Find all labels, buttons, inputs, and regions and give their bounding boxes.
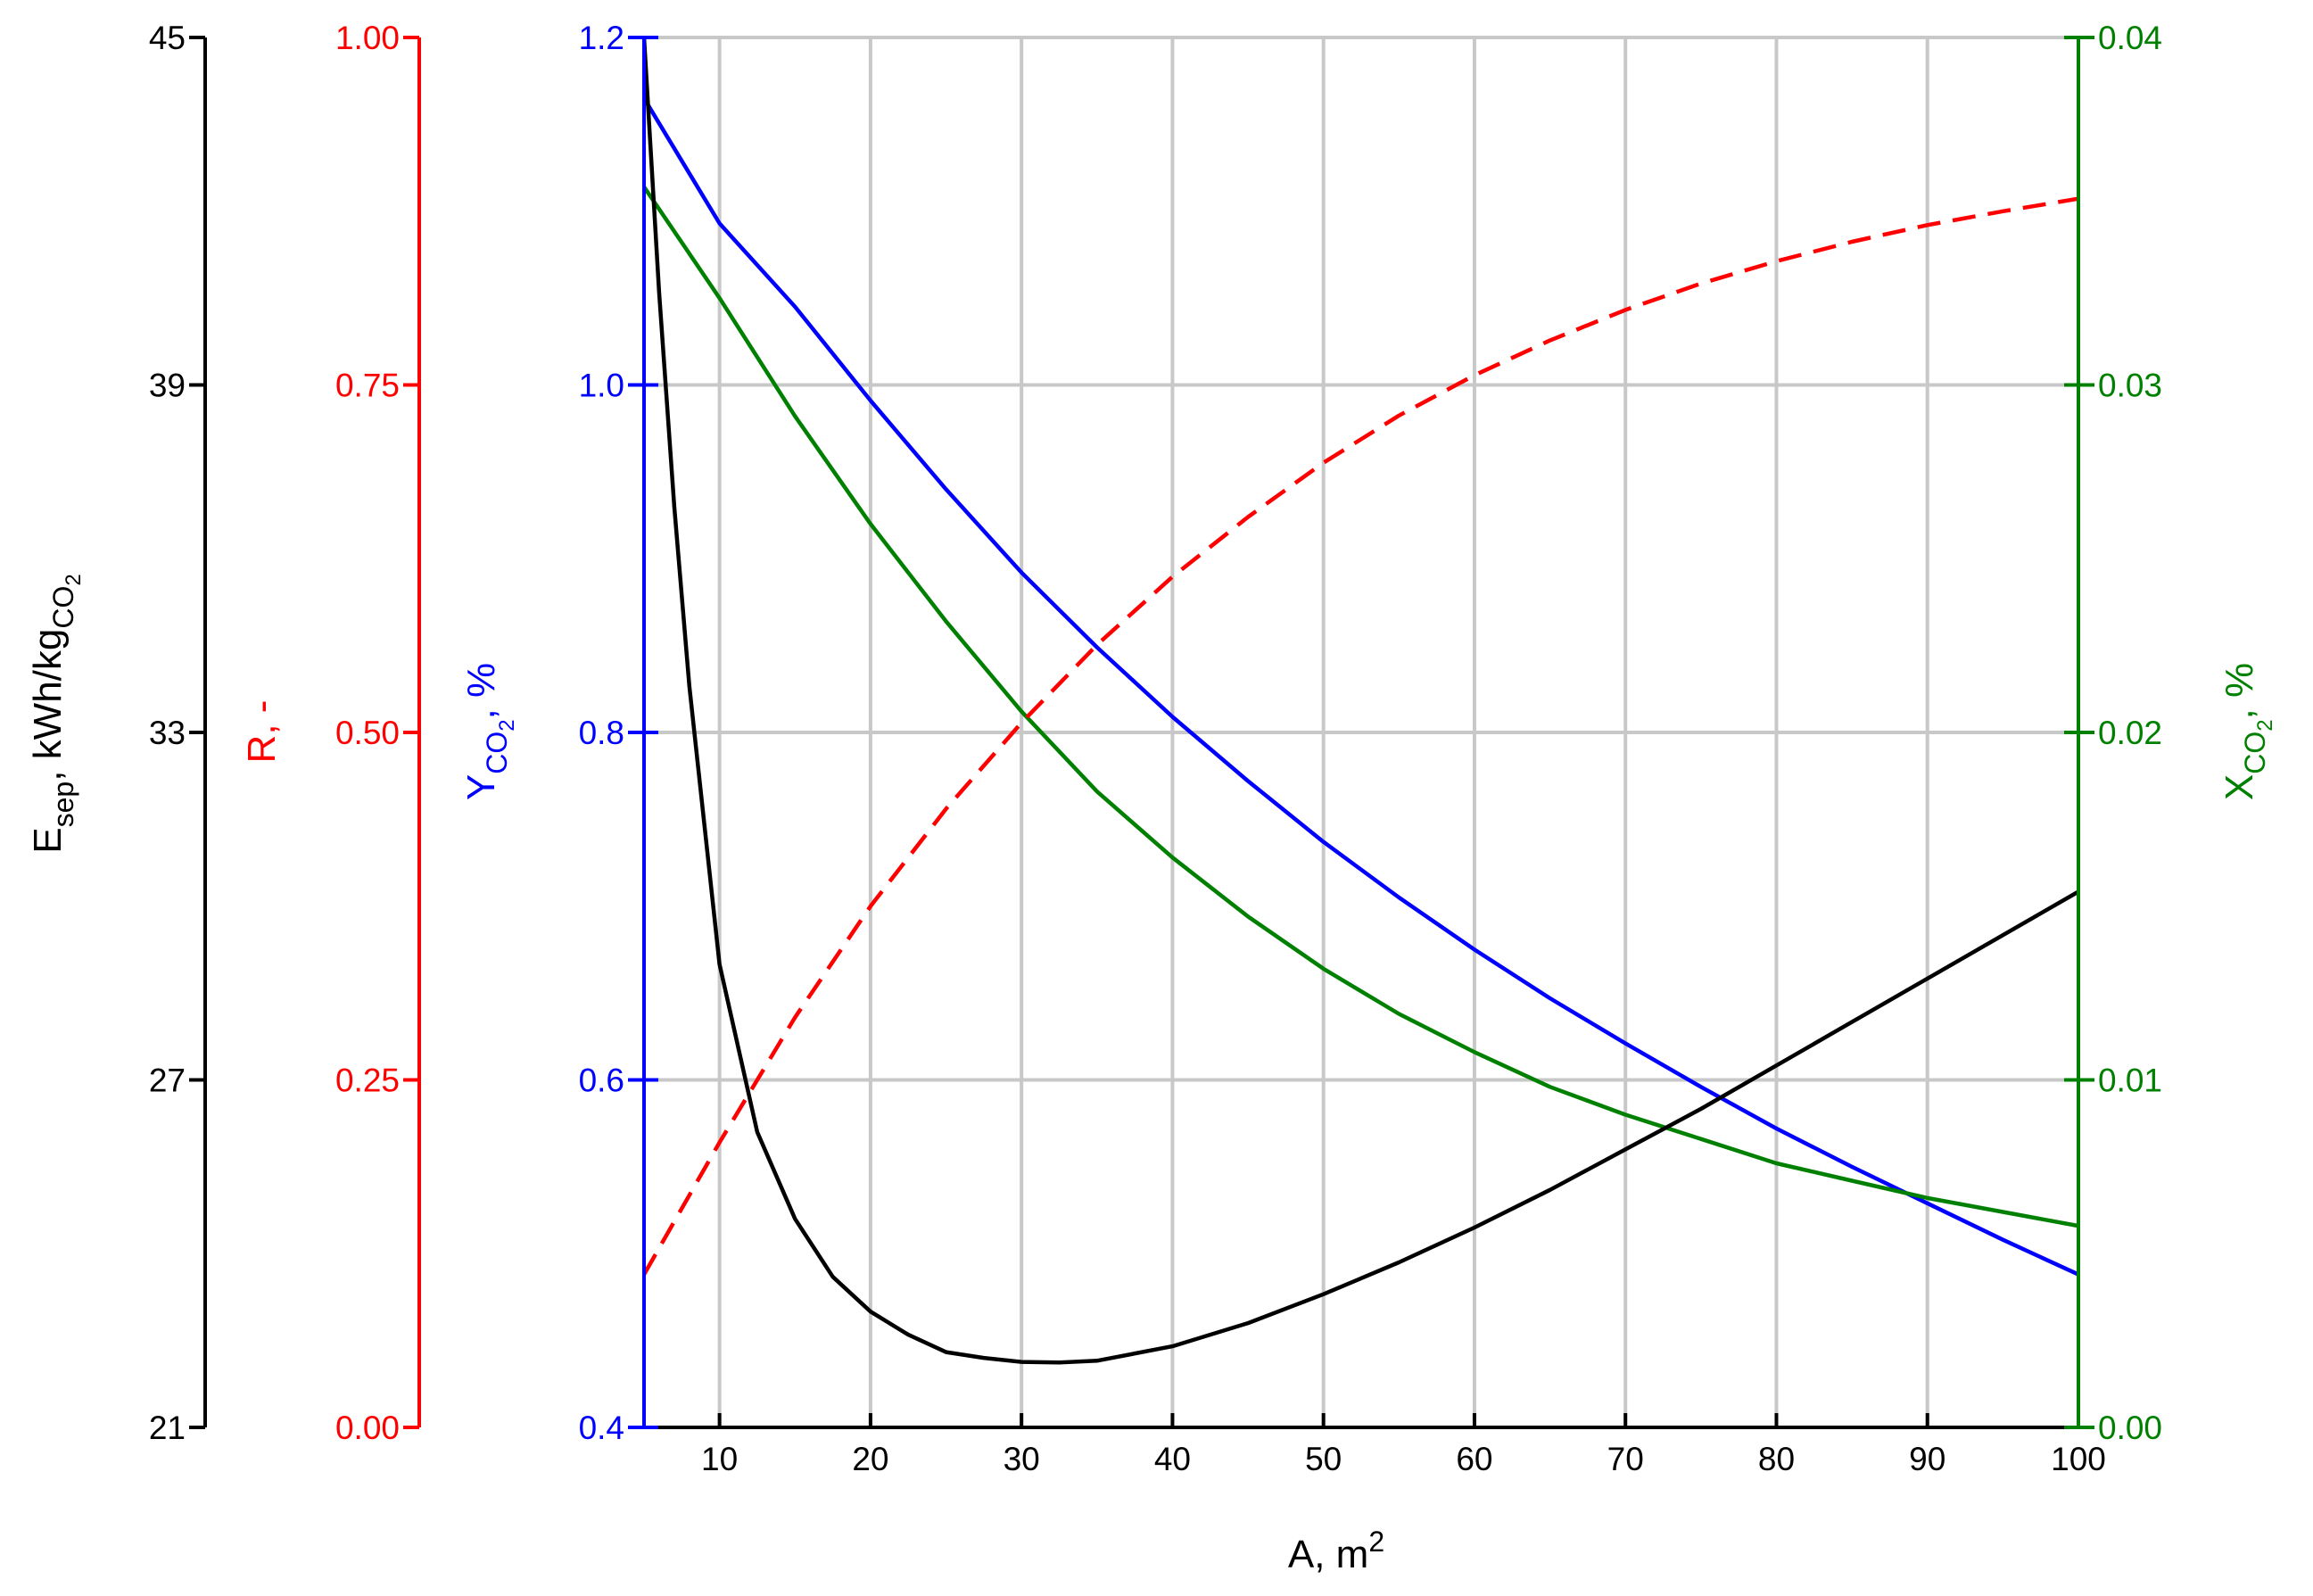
- grid-layer: [644, 36, 2080, 1429]
- e-axis-tick-label: 45: [149, 20, 186, 56]
- x-axis-tick-label: 0.01: [2098, 1063, 2162, 1099]
- x-co2-axis-title-sub: CO: [2239, 732, 2271, 774]
- x-axis-tick-label: 0.02: [2098, 715, 2162, 751]
- x-tick-label: 30: [1004, 1441, 1040, 1477]
- x-axis-title-sup: 2: [1368, 1526, 1384, 1558]
- x-tick-label: 80: [1758, 1441, 1795, 1477]
- e-axis-tick-label: 39: [149, 368, 186, 404]
- x-axis-tick-label: 0.00: [2098, 1410, 2162, 1446]
- series-line-e: [641, 37, 2080, 1365]
- r-axis-title: R, -: [240, 700, 284, 764]
- y-axis-tick-label: 1.0: [579, 368, 624, 404]
- x-tick-label: 90: [1909, 1441, 1945, 1477]
- y-axis-title-main: Y: [459, 774, 503, 800]
- y-axis-tick-label: 1.2: [579, 20, 624, 56]
- x-co2-axis-title: XCO2, %: [2218, 663, 2277, 800]
- y-axis-title-rest: , %: [459, 663, 503, 720]
- e-axis-title-main: E: [26, 827, 70, 853]
- series-line-x: [642, 186, 2079, 1228]
- x-axis-tick-label: 0.03: [2098, 368, 2162, 404]
- x-tick-label: 10: [701, 1441, 738, 1477]
- axes-layer: 10 20 30 40 50 60 70 80 90 100 21 27 33 39 45 0.00 0.25 0…: [149, 20, 2162, 1477]
- y-axis-tick-label: 0.4: [579, 1410, 624, 1446]
- r-axis-tick-label: 1.00: [335, 20, 400, 56]
- x-tick-label: 70: [1607, 1441, 1644, 1477]
- y-axis-title-subsub: 2: [495, 719, 519, 731]
- x-tick-label: 50: [1305, 1441, 1342, 1477]
- x-tick-label: 40: [1154, 1441, 1191, 1477]
- e-axis-title-rest-sub: CO: [47, 586, 79, 629]
- x-tick-label: 60: [1456, 1441, 1492, 1477]
- x-co2-axis-title-subsub: 2: [2253, 719, 2277, 731]
- e-axis-tick-label: 27: [149, 1063, 186, 1099]
- x-axis-tick-label: 0.04: [2098, 20, 2162, 56]
- e-axis-tick-label: 21: [149, 1410, 186, 1446]
- x-co2-axis-title-main: X: [2218, 774, 2261, 800]
- x-tick-label: 100: [2051, 1441, 2106, 1477]
- x-axis-title-main: A, m: [1288, 1533, 1368, 1576]
- r-axis-tick-label: 0.75: [335, 368, 400, 404]
- r-axis-tick-label: 0.00: [335, 1410, 400, 1446]
- y-axis-tick-label: 0.6: [579, 1063, 624, 1099]
- e-axis-tick-label: 33: [149, 715, 186, 751]
- e-axis-title-rest-subsub: 2: [62, 574, 86, 585]
- x-tick-label: 20: [852, 1441, 888, 1477]
- x-axis-title: A, m2: [1288, 1526, 1384, 1576]
- y-axis-title-sub: CO: [481, 732, 513, 774]
- y-axis-tick-label: 0.8: [579, 715, 624, 751]
- e-axis-title-sub: sep: [47, 781, 79, 828]
- x-co2-axis-title-rest: , %: [2218, 663, 2261, 720]
- r-axis-title-main: R, -: [240, 700, 284, 764]
- r-axis-tick-label: 0.50: [335, 715, 400, 751]
- e-axis-title: Esep, kWh/kgCO2: [26, 574, 86, 853]
- series-line-r: [642, 196, 2079, 1276]
- e-axis-title-rest: , kWh/kg: [26, 629, 70, 781]
- r-axis-tick-label: 0.25: [335, 1063, 400, 1099]
- series-layer: [641, 37, 2080, 1365]
- series-line-y: [642, 97, 2079, 1277]
- y-axis-title: YCO2, %: [459, 663, 519, 800]
